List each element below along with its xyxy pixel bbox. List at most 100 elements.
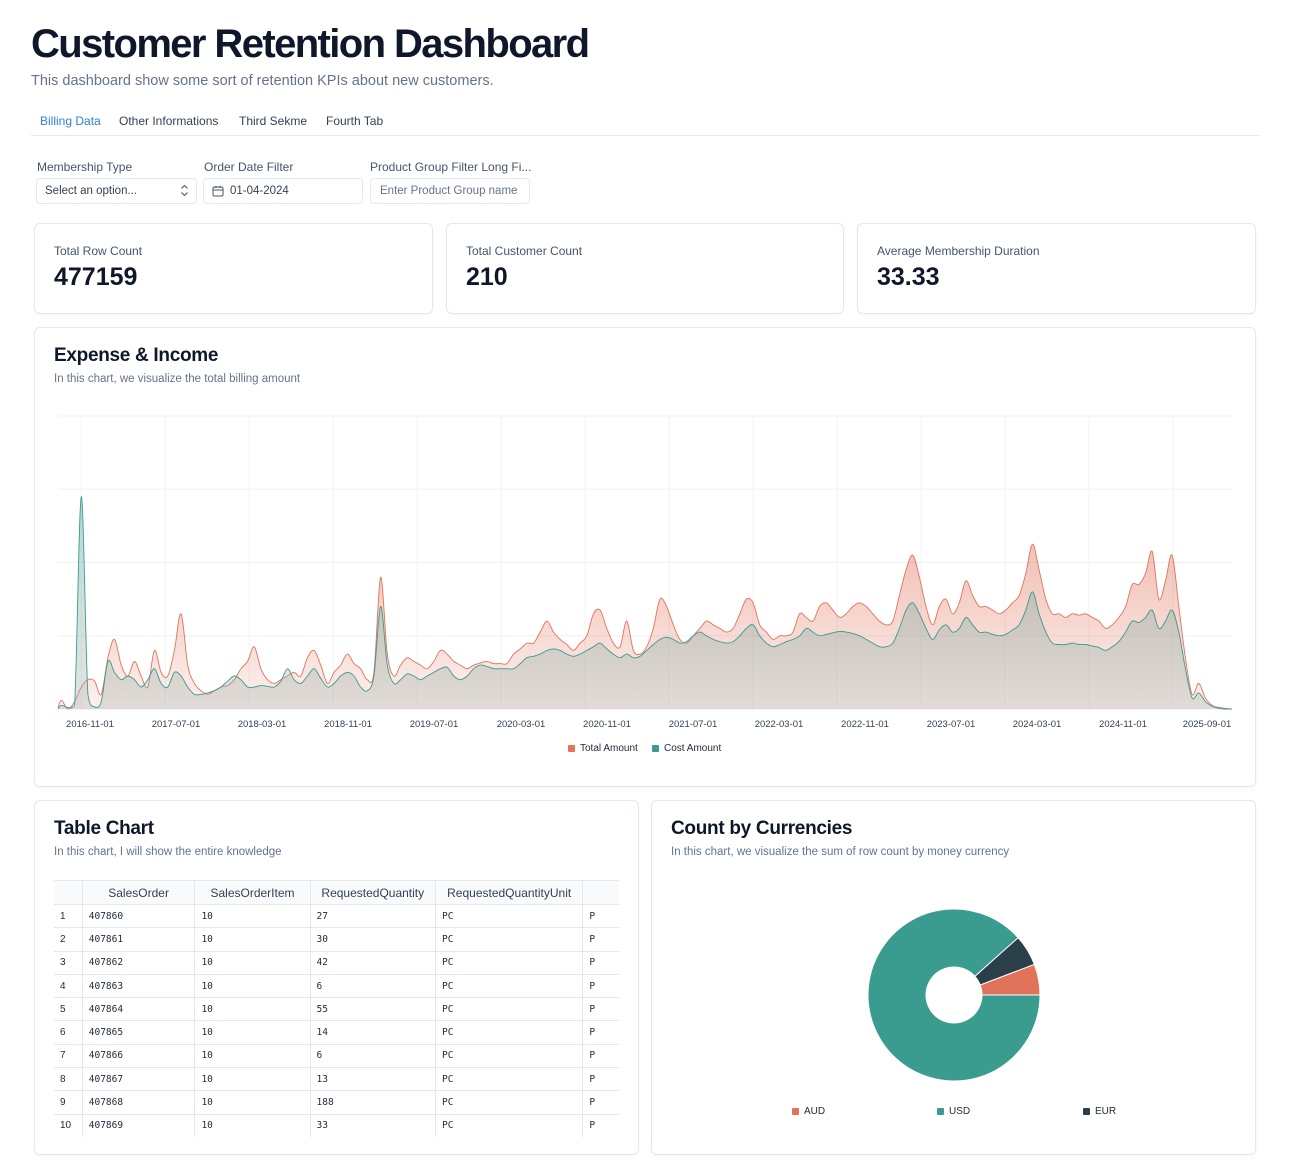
column-header[interactable]: SalesOrderItem [194,880,311,905]
legend-swatch [792,1108,799,1115]
calendar-icon [212,185,224,197]
table-row[interactable]: 2 407861 10 30 PC P [54,927,619,952]
order-date-value: 01-04-2024 [230,185,289,197]
table-cell: 407861 [82,927,196,952]
table-cell: PC [435,1044,584,1069]
table-row[interactable]: 9 407868 10 188 PC P [54,1090,619,1115]
table-row[interactable]: 6 407865 10 14 PC P [54,1020,619,1045]
legend-swatch [568,745,575,752]
legend-aud[interactable]: AUD [792,1106,825,1117]
table-cell: 407866 [82,1044,196,1069]
table-cell: P [582,997,619,1022]
x-tick-label: 2021-07-01 [669,719,718,730]
table-row[interactable]: 4 407863 10 6 PC P [54,974,619,999]
series-area-cost-amount [58,496,1232,709]
legend-label: AUD [804,1106,826,1117]
table-cell: PC [435,1020,584,1045]
data-table: SalesOrder SalesOrderItem RequestedQuant… [54,880,619,1137]
row-index-cell: 1 [54,904,83,929]
table-row[interactable]: 8 407867 10 13 PC P [54,1067,619,1092]
legend-label: USD [949,1106,971,1117]
table-row[interactable]: 1 407860 10 27 PC P [54,904,619,929]
table-cell: 407862 [82,951,196,975]
table-cell: PC [435,997,584,1022]
row-index-cell: 7 [54,1044,83,1069]
table-cell: 10 [194,927,311,952]
row-index-cell: 3 [54,951,83,975]
kpi-value: 477159 [54,263,138,291]
kpi-value: 210 [466,263,508,291]
pie-slice-usd[interactable] [867,908,1041,1082]
kpi-label: Average Membership Duration [877,244,1040,258]
x-tick-label: 2019-07-01 [410,719,459,730]
column-header[interactable]: RequestedQuantityUnit [435,880,584,905]
product-group-filter-label: Product Group Filter Long Fi... [370,160,532,174]
tab-other-informations[interactable]: Other Informations [119,114,219,128]
tab-fourth-tab[interactable]: Fourth Tab [326,114,384,128]
table-cell: PC [435,904,584,929]
table-chart-title: Table Chart [54,818,154,839]
data-table-scroll[interactable]: SalesOrder SalesOrderItem RequestedQuant… [54,880,619,1137]
x-tick-label: 2018-11-01 [324,719,372,730]
table-cell: 27 [310,904,437,929]
column-header[interactable] [582,880,619,905]
x-tick-label: 2022-11-01 [841,719,889,730]
legend-swatch [652,745,659,752]
page-title: Customer Retention Dashboard [31,22,590,66]
kpi-card-average-membership-duration: Average Membership Duration 33.33 [857,223,1256,314]
page-subtitle: This dashboard show some sort of retenti… [31,73,494,89]
tab-third-sekme[interactable]: Third Sekme [239,114,308,128]
table-cell: 407864 [82,997,196,1022]
x-tick-label: 2017-07-01 [152,719,201,730]
legend-eur[interactable]: EUR [1083,1106,1116,1117]
table-chart-subtitle: In this chart, I will show the entire kn… [54,846,282,858]
order-date-filter-label: Order Date Filter [204,160,294,174]
table-cell: 407860 [82,904,196,929]
tab-billing-data[interactable]: Billing Data [40,114,101,128]
table-cell: P [582,951,619,975]
table-row[interactable]: 10 407869 10 33 PC P [54,1114,619,1137]
membership-select[interactable]: Select an option... [36,178,197,204]
expense-income-subtitle: In this chart, we visualize the total bi… [54,373,301,385]
table-cell: P [582,1020,619,1045]
row-index-cell: 4 [54,974,83,999]
table-cell: 10 [194,904,311,929]
table-chart-card: Table Chart In this chart, I will show t… [34,800,639,1155]
table-cell: 10 [194,974,311,999]
table-cell: 10 [194,951,311,975]
table-cell: PC [435,927,584,952]
row-index-cell: 9 [54,1090,83,1115]
table-cell: P [582,1044,619,1069]
kpi-label: Total Customer Count [466,244,583,258]
order-date-input[interactable]: 01-04-2024 [203,178,363,204]
series-line-total-amount [57,543,1233,710]
x-tick-label: 2022-03-01 [755,719,804,730]
x-tick-label: 2020-11-01 [583,719,631,730]
legend-total-amount[interactable]: Total Amount [568,743,638,754]
column-header[interactable]: SalesOrder [82,880,196,905]
legend-usd[interactable]: USD [937,1106,970,1117]
table-cell: 10 [194,997,311,1022]
table-cell: 10 [194,1067,311,1092]
x-tick-label: 2024-11-01 [1099,719,1147,730]
table-cell: 10 [194,1090,311,1115]
table-row[interactable]: 5 407864 10 55 PC P [54,997,619,1022]
table-cell: 42 [310,951,437,975]
table-cell: 407863 [82,974,196,999]
currency-card: Count by Currencies In this chart, we vi… [651,800,1256,1155]
table-cell: PC [435,1090,584,1115]
table-cell: PC [435,974,584,999]
column-header[interactable]: RequestedQuantity [310,880,437,905]
table-cell: 10 [194,1114,311,1137]
pie-slice-eur[interactable] [974,937,1035,986]
legend-label: EUR [1095,1106,1117,1117]
table-row[interactable]: 7 407866 10 6 PC P [54,1044,619,1069]
product-group-input[interactable] [371,185,529,197]
table-cell: PC [435,1067,584,1092]
row-index-cell: 8 [54,1067,83,1092]
table-cell: PC [435,1114,584,1137]
table-cell: 407865 [82,1020,196,1045]
x-tick-label: 2018-03-01 [238,719,287,730]
legend-cost-amount[interactable]: Cost Amount [652,743,721,754]
table-row[interactable]: 3 407862 10 42 PC P [54,951,619,975]
